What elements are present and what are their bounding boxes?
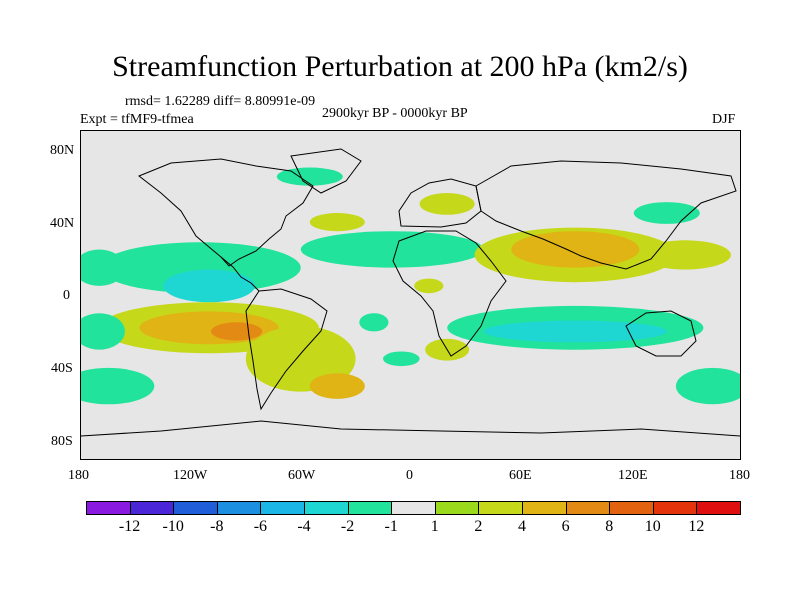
anomaly-region-8	[309, 373, 365, 399]
anomaly-region-21	[309, 213, 365, 232]
coastline-north-america	[138, 158, 314, 267]
x-tick-0: 0	[406, 468, 413, 483]
y-tick-80s: 80S	[51, 434, 73, 449]
colorbar-label-7: 1	[430, 518, 439, 535]
colorbar-label-8: 2	[474, 518, 483, 535]
anomaly-region-2	[300, 231, 484, 268]
y-tick-0: 0	[63, 288, 70, 303]
coastline-europe	[398, 178, 482, 228]
colorbar-swatch-11	[565, 501, 611, 515]
colorbar-label-2: -8	[210, 518, 224, 535]
colorbar-swatch-13	[652, 501, 698, 515]
colorbar-swatch-10	[522, 501, 567, 515]
anomaly-region-11	[639, 240, 731, 270]
anomaly-region-16	[675, 367, 740, 405]
x-tick-180w: 180	[68, 468, 89, 483]
map-plot-area	[80, 130, 741, 460]
anomaly-region-10	[511, 231, 640, 268]
colorbar-label-4: -4	[297, 518, 311, 535]
colorbar	[86, 501, 741, 515]
anomaly-region-22	[414, 278, 444, 294]
anomaly-region-20	[419, 193, 475, 215]
y-tick-40n: 40N	[50, 216, 75, 231]
coastline-south-america	[245, 288, 328, 411]
x-tick-120e: 120E	[618, 468, 648, 483]
anomaly-region-1	[163, 269, 255, 303]
colorbar-swatch-6	[347, 501, 393, 515]
anomaly-region-6	[211, 322, 263, 341]
colorbar-label-11: 8	[605, 518, 614, 535]
anomaly-region-13	[483, 320, 667, 343]
colorbar-label-3: -6	[253, 518, 268, 535]
colorbar-label-13: 12	[688, 518, 705, 535]
colorbar-swatch-7	[391, 501, 436, 515]
coastline-layer	[81, 148, 740, 437]
colorbar-swatch-14	[696, 501, 741, 515]
colorbar-label-1: -10	[162, 518, 184, 535]
coastline-central-america	[220, 256, 260, 292]
coastline-antarctica	[81, 420, 740, 437]
stats-label: rmsd= 1.62289 diff= 8.80991e-09	[125, 94, 316, 109]
colorbar-swatch-4	[260, 501, 305, 515]
map-svg	[81, 148, 740, 437]
anomaly-region-17	[81, 313, 125, 350]
colorbar-label-12: 10	[644, 518, 661, 535]
coastline-australia	[625, 310, 697, 357]
period-label: 2900kyr BP - 0000kyr BP	[322, 106, 468, 121]
anomaly-layer	[81, 167, 740, 405]
x-tick-60e: 60E	[509, 468, 532, 483]
season-label: DJF	[712, 112, 736, 127]
x-tick-60w: 60W	[288, 468, 316, 483]
experiment-label: Expt = tfMF9-tfmea	[80, 112, 194, 127]
y-tick-40s: 40S	[51, 361, 73, 376]
anomaly-region-24	[383, 351, 420, 367]
colorbar-swatch-5	[304, 501, 349, 515]
chart-title: Streamfunction Perturbation at 200 hPa (…	[112, 50, 688, 83]
colorbar-label-0: -12	[118, 518, 141, 535]
colorbar-swatch-2	[173, 501, 218, 515]
colorbar-label-6: -1	[384, 518, 398, 535]
coastline-greenland	[290, 148, 362, 194]
colorbar-swatch-0	[86, 501, 131, 515]
anomaly-region-23	[359, 313, 389, 332]
colorbar-swatch-1	[129, 501, 175, 515]
coastline-asia	[475, 160, 737, 270]
anomaly-region-15	[81, 367, 155, 405]
colorbar-swatch-8	[434, 501, 480, 515]
coastline-africa	[392, 230, 507, 357]
colorbar-label-9: 4	[518, 518, 526, 535]
colorbar-swatch-9	[478, 501, 523, 515]
colorbar-label-5: -2	[340, 518, 355, 535]
anomaly-region-3	[81, 249, 125, 286]
x-tick-180e: 180	[729, 468, 750, 483]
y-tick-80n: 80N	[50, 143, 75, 158]
colorbar-swatch-3	[216, 501, 262, 515]
x-tick-120w: 120W	[173, 468, 208, 483]
colorbar-label-10: 6	[561, 518, 570, 535]
colorbar-swatch-12	[609, 501, 654, 515]
